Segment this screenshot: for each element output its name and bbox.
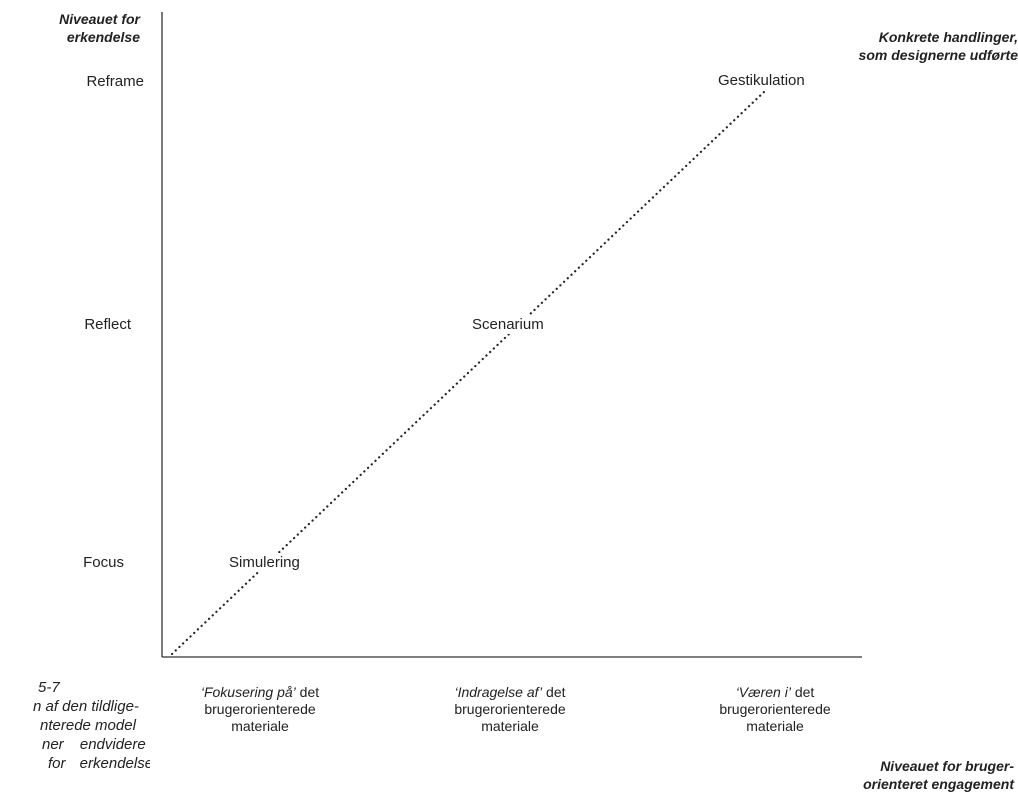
figure-caption: 5-7 n af den tildlige- nterede model ner… (33, 679, 150, 772)
action-label-simulering: Simulering (227, 553, 302, 572)
x-category-fokusering: ‘Fokusering på’ det brugerorienterede ma… (200, 684, 320, 734)
actions-title: Konkrete handlinger, som designerne udfø… (858, 29, 1018, 63)
y-axis-title: Niveauet for erkendelse (59, 11, 140, 45)
level-label-reframe: Reframe (86, 73, 144, 90)
action-label-scenarium: Scenarium (470, 315, 546, 334)
x-category-indragelse: ‘Indragelse af’ det brugerorienterede ma… (454, 684, 566, 734)
level-label-reflect: Reflect (84, 316, 131, 333)
dotted-trend-line (170, 90, 766, 656)
x-axis-title: Niveauet for bruger- orienteret engageme… (863, 758, 1014, 792)
level-label-focus: Focus (83, 554, 124, 571)
action-label-gestikulation: Gestikulation (716, 71, 807, 90)
x-category-vaeren: ‘Væren i’ det brugerorienterede material… (719, 684, 831, 734)
